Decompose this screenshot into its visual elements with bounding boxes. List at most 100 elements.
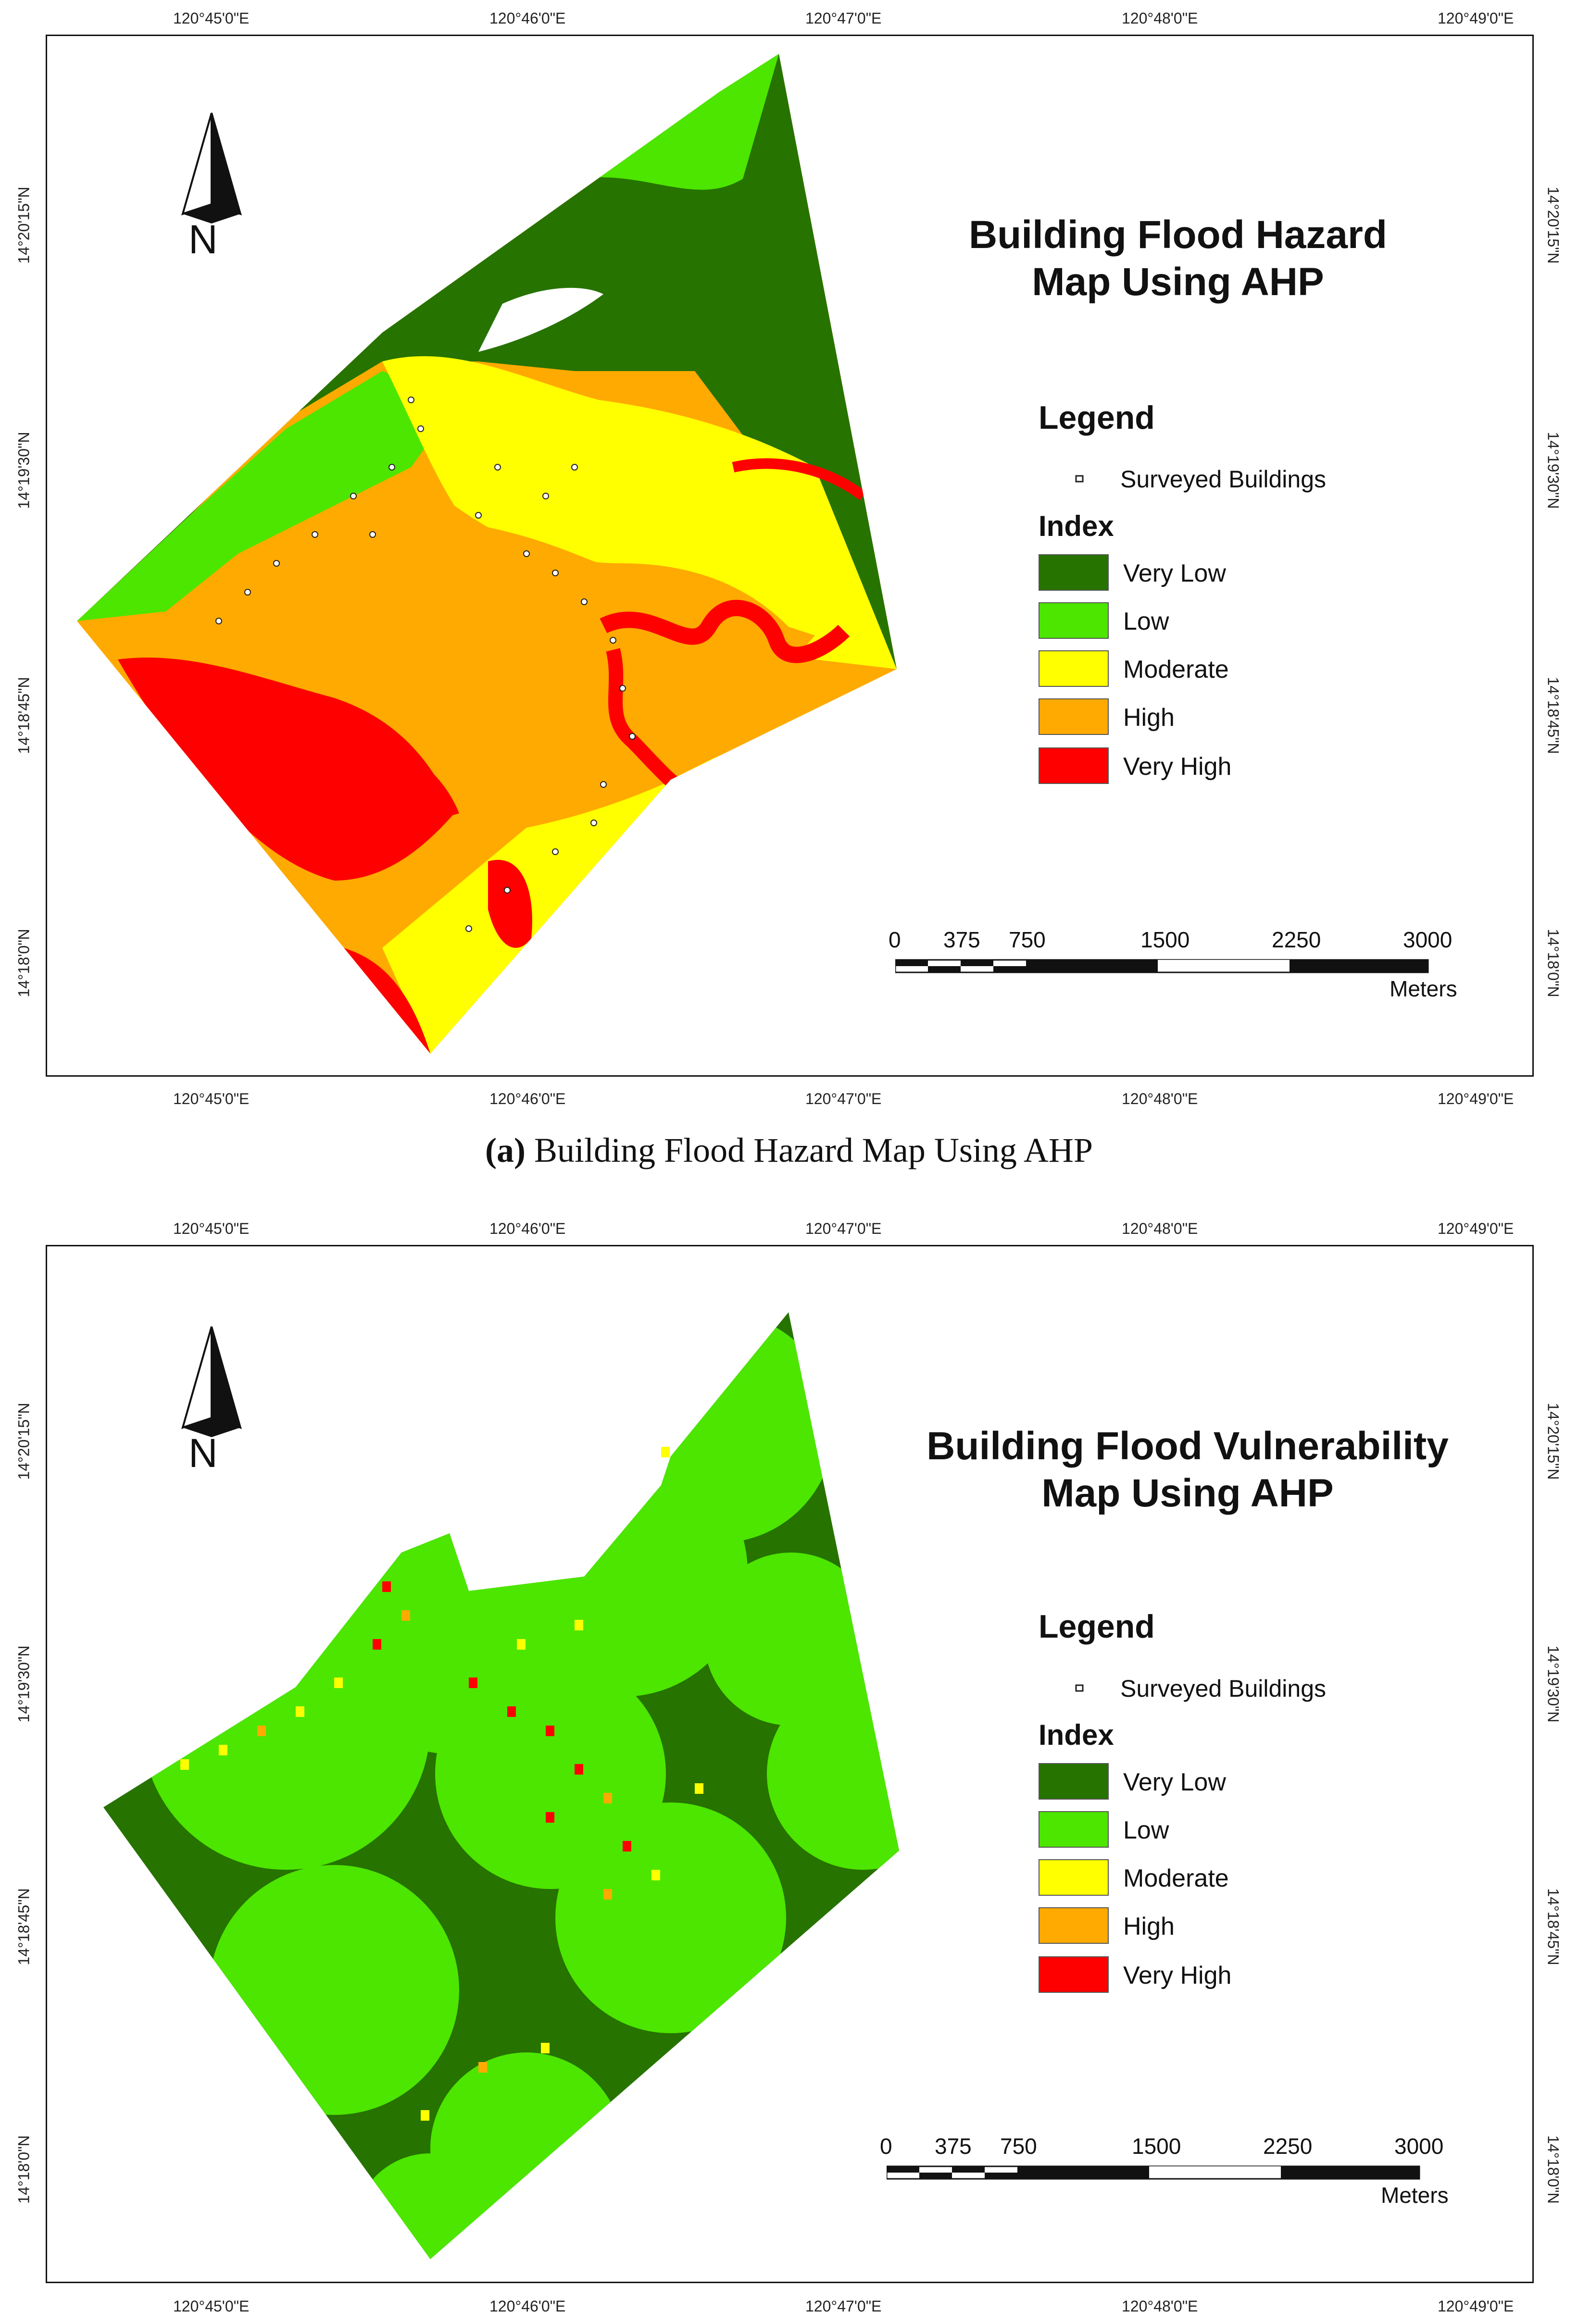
lat-label-left: 14°20'15"N [15,1403,33,1480]
vulnerability-zone-low [142,1581,430,1870]
lat-label-right: 14°18'45"N [1544,677,1562,754]
map-frame [46,35,1534,1077]
caption-label: (a) [485,1131,526,1169]
lon-label-bottom: 120°46'0"E [489,1090,566,1107]
north-label: N [188,217,218,262]
lon-label-top: 120°46'0"E [489,10,566,27]
lon-label-bottom: 120°46'0"E [489,2298,566,2315]
scale-tick-label: 0 [880,2134,892,2159]
legend-swatch [1039,1956,1109,1993]
legend-label: Moderate [1123,1864,1229,1892]
legend-label: Very Low [1123,559,1226,587]
lon-label-bottom: 120°45'0"E [173,2298,250,2315]
map-title-line: Map Using AHP [1041,1471,1334,1516]
legend-label: High [1123,1913,1175,1940]
north-arrow-icon [181,112,242,224]
lat-label-right: 14°19'30"N [1544,1645,1562,1723]
lat-label-left: 14°18'45"N [15,1888,33,1965]
scale-tick-label: 1500 [1140,927,1190,952]
legend-point-label: Surveyed Buildings [1120,1675,1327,1702]
map-title-line: Map Using AHP [1032,260,1324,304]
lat-label-right: 14°18'45"N [1544,1888,1562,1965]
legend-title: Legend [1039,1608,1155,1645]
hazard-river-very-high [606,648,694,801]
lon-label-bottom: 120°45'0"E [173,1090,250,1107]
lat-label-left: 14°18'45"N [15,677,33,754]
legend-label: Low [1123,608,1169,635]
lat-label-right: 14°20'15"N [1544,1403,1562,1480]
scale-tick-label: 3000 [1403,927,1453,952]
lat-label-left: 14°20'15"N [15,186,33,264]
lon-label-top: 120°49'0"E [1438,1220,1514,1237]
map-title: Building Flood Hazard Map Using AHP [875,211,1481,306]
lon-label-top: 120°49'0"E [1438,10,1514,27]
lat-label-right: 14°18'0"N [1544,2135,1562,2204]
vulnerability-zone-low [353,2153,507,2259]
lon-label-bottom: 120°47'0"E [805,1090,882,1107]
hazard-zone-very-low [77,54,897,669]
scale-bar [887,2165,1420,2180]
scale-bar [895,959,1429,973]
lat-label-left: 14°18'0"N [15,929,33,997]
lon-label-bottom: 120°49'0"E [1438,1090,1514,1107]
legend-index-title: Index [1039,1719,1114,1751]
hazard-zone-very-high [118,658,454,881]
legend-label: Very High [1123,753,1232,781]
vulnerability-zone-low [555,1802,786,2033]
lon-label-bottom: 120°49'0"E [1438,2298,1514,2315]
legend-swatch [1039,1763,1109,1800]
lon-label-top: 120°48'0"E [1122,1220,1198,1237]
lat-label-right: 14°18'0"N [1544,929,1562,997]
north-arrow-icon [181,1326,242,1437]
lat-label-left: 14°19'30"N [15,432,33,509]
lat-label-left: 14°18'0"N [15,2135,33,2204]
legend-point-label: Surveyed Buildings [1120,466,1327,493]
scale-tick-label: 375 [935,2134,972,2159]
lat-label-right: 14°20'15"N [1544,186,1562,264]
surveyed-buildings [215,397,636,932]
surveyed-building-symbol-icon [1075,475,1084,483]
map-title: Building Flood Vulnerability Map Using A… [875,1423,1500,1517]
caption-text: Building Flood Hazard Map Using AHP [534,1131,1093,1169]
north-label: N [188,1430,218,1476]
vulnerability-zone-low [209,1865,459,2115]
legend-label: High [1123,704,1175,732]
map-title-line: Building Flood Vulnerability [927,1424,1449,1468]
lon-label-top: 120°45'0"E [173,1220,250,1237]
lon-label-top: 120°45'0"E [173,10,250,27]
scale-tick-label: 750 [1000,2134,1037,2159]
lon-label-top: 120°47'0"E [805,10,882,27]
map-frame [46,1245,1534,2283]
lat-label-left: 14°19'30"N [15,1645,33,1723]
legend-title: Legend [1039,399,1155,436]
scale-tick-label: 1500 [1132,2134,1181,2159]
legend-swatch [1039,747,1109,784]
hazard-map [77,54,897,1054]
lon-label-bottom: 120°48'0"E [1122,1090,1198,1107]
scale-tick-label: 375 [943,927,980,952]
legend-swatch [1039,602,1109,639]
hazard-zone-moderate [382,756,719,1054]
legend-swatch [1039,1811,1109,1848]
lon-label-top: 120°48'0"E [1122,10,1198,27]
legend-label: Low [1123,1816,1169,1844]
hazard-zone-low [77,371,459,621]
hazard-river-very-high [600,599,850,663]
hazard-zone-very-high [344,727,459,828]
map-title-line: Building Flood Hazard [968,213,1388,257]
vulnerability-map [103,1312,899,2259]
legend-swatch [1039,650,1109,687]
lon-label-top: 120°47'0"E [805,1220,882,1237]
legend-swatch [1039,554,1109,591]
surveyed-building-symbol-icon [1075,1684,1084,1692]
scale-unit: Meters [1390,976,1457,1001]
lon-label-top: 120°46'0"E [489,1220,566,1237]
panel-b: 120°45'0"E 120°46'0"E 120°47'0"E 120°48'… [0,1211,1578,2324]
hazard-river-very-high [732,458,866,500]
scale-tick-label: 0 [889,927,901,952]
legend-index-title: Index [1039,510,1114,542]
legend-swatch [1039,1907,1109,1944]
scale-unit: Meters [1381,2183,1449,2208]
hazard-zone-high [286,519,815,723]
lat-label-right: 14°19'30"N [1544,432,1562,509]
